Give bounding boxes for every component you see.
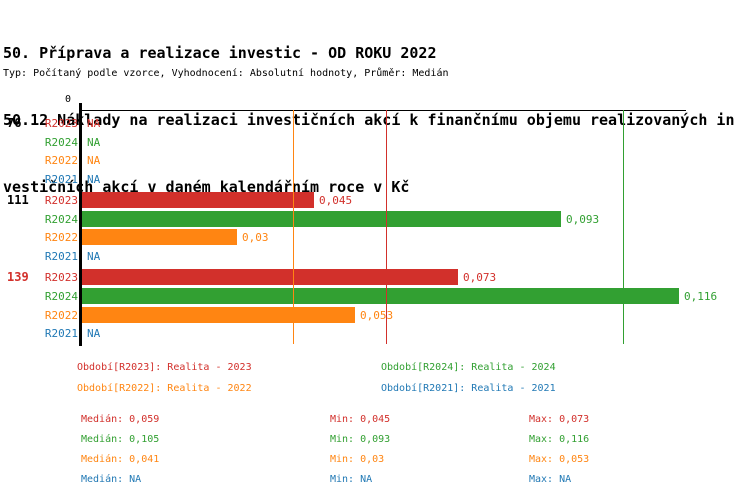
stat-median-R2021: Medián: NA xyxy=(81,474,142,485)
na-value-label: NA xyxy=(87,154,101,168)
chart-subtitle: Typ: Počítaný podle vzorce, Vyhodnocení:… xyxy=(3,68,449,79)
bar-value-label: 0,03 xyxy=(242,231,269,245)
bar-R2024 xyxy=(82,210,561,227)
stat-median-R2024: Medián: 0,105 xyxy=(81,434,160,445)
title-line-3: vestičních akcí v daném kalendářním roce… xyxy=(3,178,410,197)
group-label-139: 139 xyxy=(7,270,29,285)
stat-min-R2021: Min: NA xyxy=(330,474,373,485)
y-axis-line xyxy=(79,103,82,346)
series-row-label-R2024: R2024 xyxy=(44,212,78,226)
series-row-label-R2023: R2023 xyxy=(44,271,78,285)
median-line-R2022 xyxy=(293,110,294,344)
bar-value-label: 0,116 xyxy=(684,290,718,303)
na-value-label: NA xyxy=(87,250,101,263)
stat-max-R2023: Max: 0,073 xyxy=(529,414,590,425)
series-row-label-R2022: R2022 xyxy=(44,231,78,245)
stat-max-R2024: Max: 0,116 xyxy=(529,434,590,445)
group-label-111: 111 xyxy=(7,193,29,208)
legend-item-R2023: Období[R2023]: Realita - 2023 xyxy=(77,362,252,373)
bar-value-label: 0,045 xyxy=(319,194,353,208)
series-row-label-R2023: R2023 xyxy=(44,117,78,130)
series-row-label-R2021: R2021 xyxy=(44,327,78,341)
bar-R2022 xyxy=(82,306,355,323)
title-line-2: 50.12 Náklady na realizaci investičních … xyxy=(3,111,735,130)
bar-R2024 xyxy=(82,288,679,304)
x-axis-zero-tick-label: 0 xyxy=(64,94,72,105)
bar-R2022 xyxy=(82,229,237,246)
na-value-label: NA xyxy=(87,327,101,341)
bar-value-label: 0,073 xyxy=(463,271,497,285)
na-value-label: NA xyxy=(87,117,101,130)
series-row-label-R2021: R2021 xyxy=(44,250,78,263)
stat-median-R2023: Medián: 0,059 xyxy=(81,414,160,425)
series-row-label-R2024: R2024 xyxy=(44,290,78,303)
bar-value-label: 0,093 xyxy=(566,212,600,226)
series-row-label-R2021: R2021 xyxy=(44,172,78,186)
group-label-76: 76 xyxy=(7,116,22,130)
stat-median-R2022: Medián: 0,041 xyxy=(81,454,160,465)
stat-max-R2021: Max: NA xyxy=(529,474,572,485)
bar-value-label: 0,053 xyxy=(360,308,394,322)
stat-max-R2022: Max: 0,053 xyxy=(529,454,590,465)
chart-title: 50. Příprava a realizace investic - OD R… xyxy=(3,0,735,221)
legend-item-R2021: Období[R2021]: Realita - 2021 xyxy=(381,383,556,394)
na-value-label: NA xyxy=(87,135,101,149)
title-line-1: 50. Příprava a realizace investic - OD R… xyxy=(3,43,437,62)
series-row-label-R2024: R2024 xyxy=(44,135,78,149)
series-row-label-R2023: R2023 xyxy=(44,194,78,208)
x-axis-line xyxy=(80,110,686,111)
bar-R2023 xyxy=(82,269,458,286)
legend-item-R2024: Období[R2024]: Realita - 2024 xyxy=(381,362,556,373)
bar-R2023 xyxy=(82,192,314,209)
median-line-R2024 xyxy=(623,110,624,344)
legend-item-R2022: Období[R2022]: Realita - 2022 xyxy=(77,383,252,394)
series-row-label-R2022: R2022 xyxy=(44,308,78,322)
series-row-label-R2022: R2022 xyxy=(44,154,78,168)
stat-min-R2022: Min: 0,03 xyxy=(330,454,385,465)
na-value-label: NA xyxy=(87,172,101,186)
stat-min-R2024: Min: 0,093 xyxy=(330,434,391,445)
median-line-R2023 xyxy=(386,110,387,344)
stat-min-R2023: Min: 0,045 xyxy=(330,414,391,425)
